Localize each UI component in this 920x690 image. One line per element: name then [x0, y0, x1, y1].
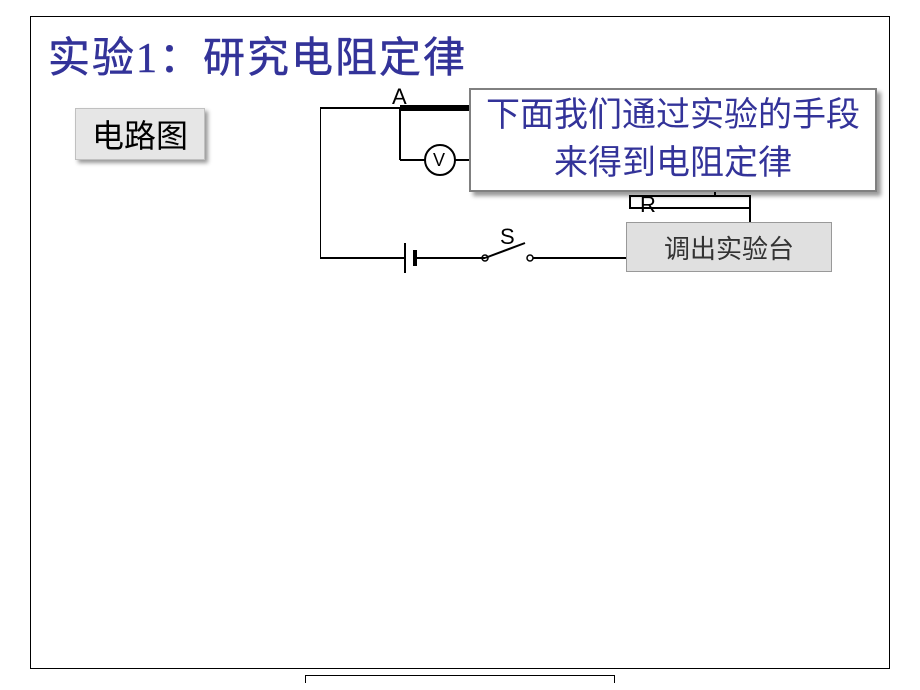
- info-text: 下面我们通过实验的手段来得到电阻定律: [475, 92, 871, 187]
- label-a: A: [392, 84, 407, 110]
- label-r: R: [640, 192, 656, 218]
- experiment-btn-text: 调出实验台: [664, 229, 794, 266]
- circuit-label-text: 电路图: [92, 111, 188, 157]
- slide-title: 实验1：研究电阻定律: [48, 24, 467, 85]
- label-s: S: [500, 224, 515, 250]
- bottom-frame-decoration: [305, 675, 615, 683]
- experiment-table-button[interactable]: 调出实验台: [626, 222, 832, 272]
- switch-terminal-right: [527, 255, 533, 261]
- circuit-diagram-label: 电路图: [75, 108, 205, 160]
- label-v: V: [433, 150, 445, 171]
- info-textbox: 下面我们通过实验的手段来得到电阻定律: [469, 88, 877, 192]
